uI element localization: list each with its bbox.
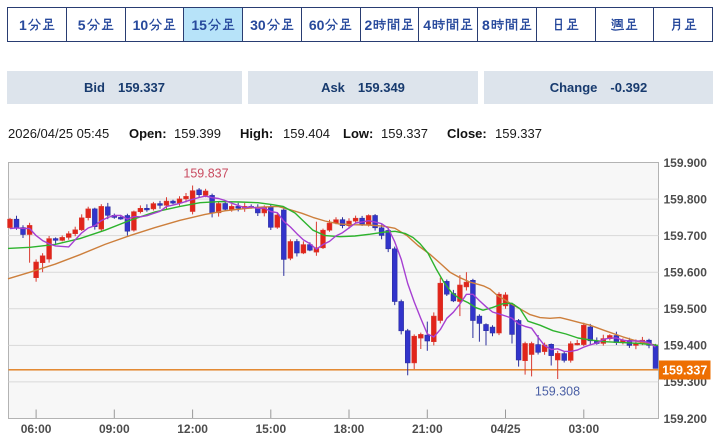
svg-text:159.337: 159.337 (662, 364, 707, 378)
svg-text:06:00: 06:00 (21, 422, 52, 436)
svg-text:18:00: 18:00 (334, 422, 365, 436)
svg-text:159.308: 159.308 (535, 385, 580, 399)
svg-text:159.700: 159.700 (664, 229, 708, 243)
svg-text:159.200: 159.200 (664, 412, 708, 426)
svg-text:15:00: 15:00 (255, 422, 286, 436)
svg-text:159.500: 159.500 (664, 302, 708, 316)
svg-text:159.800: 159.800 (664, 192, 708, 206)
svg-text:03:00: 03:00 (568, 422, 599, 436)
svg-text:04/25: 04/25 (490, 422, 520, 436)
svg-text:159.600: 159.600 (664, 266, 708, 280)
svg-text:159.900: 159.900 (664, 156, 708, 170)
svg-text:09:00: 09:00 (99, 422, 130, 436)
svg-text:12:00: 12:00 (177, 422, 208, 436)
svg-text:159.837: 159.837 (183, 167, 228, 181)
svg-text:159.400: 159.400 (664, 339, 708, 353)
svg-text:21:00: 21:00 (412, 422, 443, 436)
